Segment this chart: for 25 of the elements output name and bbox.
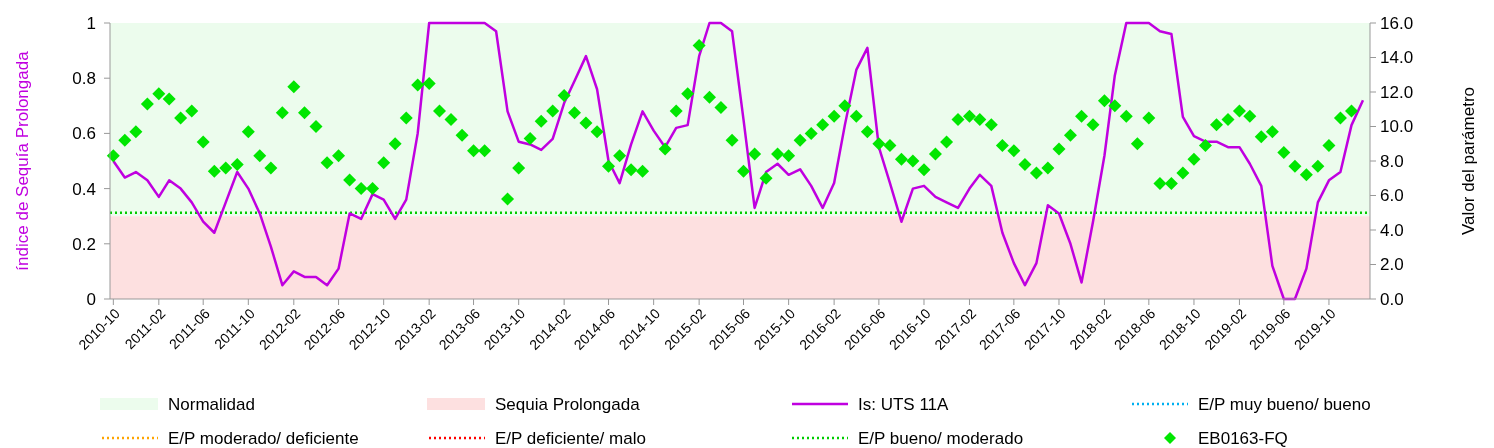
y2-tick-label: 12.0 <box>1380 82 1414 102</box>
legend-label: Sequia Prolongada <box>495 394 641 414</box>
legend-label: Normalidad <box>168 394 255 414</box>
y-axis-title: índice de Sequía Prolongada <box>13 50 32 271</box>
y2-tick-label: 14.0 <box>1380 48 1414 68</box>
y-tick-label: 0.2 <box>72 234 96 254</box>
y2-tick-label: 16.0 <box>1380 13 1414 33</box>
y-tick-label: 1 <box>86 13 96 33</box>
legend-label: EB0163-FQ <box>1198 428 1288 448</box>
y2-tick-label: 10.0 <box>1380 117 1414 137</box>
y2-tick-label: 6.0 <box>1380 186 1404 206</box>
y2-tick-label: 2.0 <box>1380 255 1404 275</box>
y-tick-label: 0.8 <box>72 69 96 89</box>
y-tick-label: 0.4 <box>72 179 96 199</box>
legend-label: E/P deficiente/ malo <box>495 428 646 448</box>
y2-tick-label: 0.0 <box>1380 289 1404 309</box>
legend-label: E/P muy bueno/ bueno <box>1198 394 1371 414</box>
y2-tick-label: 4.0 <box>1380 220 1404 240</box>
y-tick-label: 0.6 <box>72 124 96 144</box>
y-tick-label: 0 <box>86 289 96 309</box>
y2-tick-label: 8.0 <box>1380 151 1404 171</box>
y2-axis-title: Valor del parámetro <box>1459 86 1478 236</box>
legend-label: E/P moderado/ deficiente <box>168 428 359 448</box>
legend-label: E/P bueno/ moderado <box>858 428 1024 448</box>
legend-label: Is: UTS 11A <box>858 394 950 414</box>
